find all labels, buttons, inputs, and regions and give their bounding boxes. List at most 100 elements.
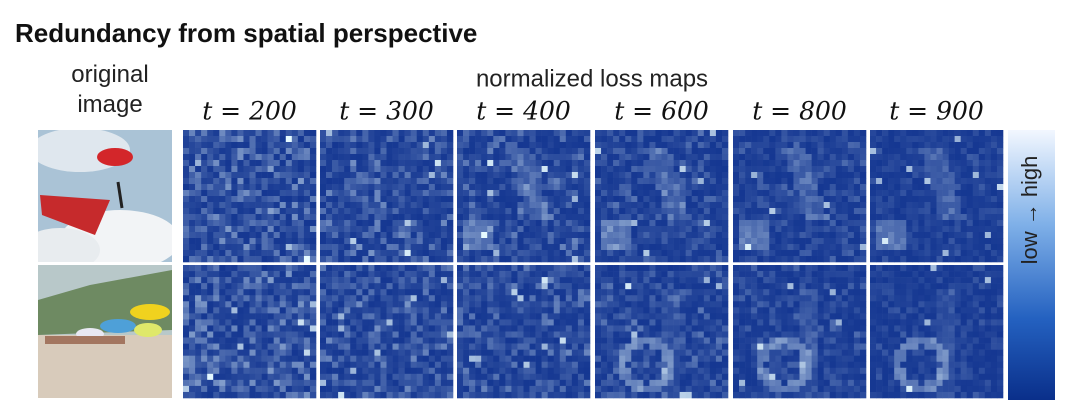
loss-cell: [733, 349, 740, 356]
loss-cell: [309, 295, 317, 302]
loss-cell: [380, 232, 387, 239]
loss-cell: [847, 301, 855, 308]
loss-cell: [793, 238, 800, 245]
loss-cell: [243, 301, 250, 308]
loss-cell: [374, 214, 381, 221]
loss-cell: [643, 391, 650, 399]
loss-cell: [267, 214, 274, 221]
loss-cell: [362, 172, 369, 179]
loss-cell: [255, 283, 262, 290]
loss-cell: [434, 256, 442, 263]
loss-cell: [309, 379, 317, 387]
loss-cell: [285, 166, 293, 173]
loss-cell: [673, 319, 680, 326]
loss-cell: [781, 361, 788, 369]
loss-cell: [769, 220, 776, 227]
loss-cell: [763, 355, 770, 363]
loss-cell: [511, 130, 518, 137]
loss-cell: [481, 130, 488, 137]
loss-cell: [829, 196, 837, 203]
loss-cell: [631, 136, 638, 143]
loss-cell: [625, 295, 632, 302]
loss-cell: [279, 232, 287, 239]
loss-cell: [541, 301, 548, 308]
loss-cell: [745, 319, 752, 326]
loss-cell: [499, 196, 506, 203]
loss-cell: [763, 349, 770, 356]
loss-cell: [835, 244, 843, 251]
loss-cell: [679, 256, 686, 263]
loss-cell: [649, 166, 656, 173]
loss-cell: [225, 289, 232, 296]
loss-cell: [398, 226, 405, 233]
loss-cell: [320, 142, 327, 149]
loss-cell: [434, 343, 442, 350]
loss-cell: [416, 343, 424, 350]
loss-cell: [823, 208, 831, 215]
loss-cell: [338, 355, 345, 363]
loss-cell: [356, 196, 363, 203]
loss-cell: [757, 184, 764, 191]
loss-cell: [709, 265, 717, 272]
loss-cell: [655, 289, 662, 296]
loss-cell: [261, 256, 268, 263]
loss-cell: [243, 130, 250, 137]
loss-cell: [511, 250, 518, 257]
loss-cell: [775, 307, 782, 314]
loss-cell: [428, 367, 436, 375]
loss-cell: [823, 142, 831, 149]
loss-cell: [267, 313, 274, 320]
loss-cell: [422, 349, 430, 356]
loss-cell: [841, 190, 849, 197]
loss-cell: [303, 319, 311, 326]
loss-cell: [189, 190, 196, 197]
loss-cell: [344, 190, 351, 197]
loss-cell: [201, 154, 208, 161]
loss-cell: [237, 214, 244, 221]
loss-cell: [805, 313, 812, 320]
loss-cell: [481, 172, 488, 179]
loss-cell: [739, 373, 746, 381]
loss-cell: [255, 226, 262, 233]
loss-cell: [303, 232, 311, 239]
loss-cell: [667, 289, 674, 296]
loss-cell: [356, 154, 363, 161]
loss-cell: [440, 142, 448, 149]
loss-cell: [446, 250, 454, 257]
loss-cell: [517, 313, 524, 320]
loss-cell: [757, 214, 764, 221]
loss-cell: [386, 385, 393, 393]
loss-cell: [493, 361, 500, 369]
loss-cell: [297, 391, 305, 399]
loss-cell: [918, 148, 925, 155]
loss-cell: [285, 172, 293, 179]
loss-cell: [309, 265, 317, 272]
loss-cell: [475, 184, 482, 191]
loss-cell: [499, 295, 506, 302]
loss-cell: [404, 367, 411, 375]
loss-cell: [392, 283, 399, 290]
loss-cell: [189, 331, 196, 338]
loss-cell: [517, 154, 524, 161]
loss-cell: [637, 142, 644, 149]
loss-cell: [261, 214, 268, 221]
loss-cell: [817, 349, 824, 356]
loss-cell: [673, 190, 680, 197]
loss-cell: [392, 289, 399, 296]
loss-cell: [715, 226, 723, 233]
loss-cell: [428, 271, 436, 278]
loss-cell: [595, 355, 602, 363]
loss-cell: [368, 337, 375, 344]
loss-cell: [685, 136, 693, 143]
loss-cell: [859, 208, 867, 215]
loss-cell: [350, 178, 357, 185]
loss-cell: [255, 301, 262, 308]
loss-cell: [751, 196, 758, 203]
loss-cell: [493, 202, 500, 209]
loss-cell: [703, 325, 711, 332]
loss-cell: [416, 391, 424, 399]
loss-cell: [499, 271, 506, 278]
loss-cell: [457, 373, 464, 381]
loss-cell: [841, 142, 849, 149]
loss-cell: [434, 136, 442, 143]
